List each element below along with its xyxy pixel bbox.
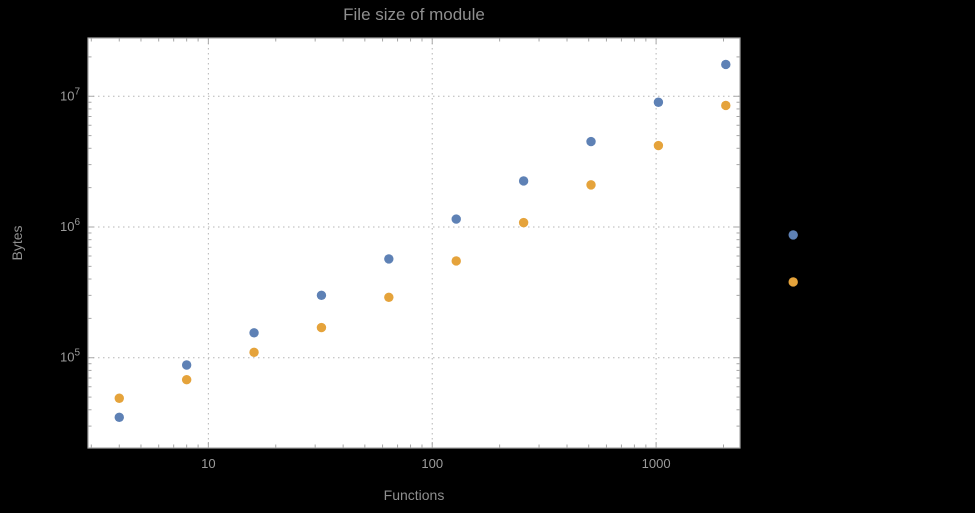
x-axis-label: Functions <box>383 487 445 503</box>
data-point <box>653 97 664 107</box>
y-axis-label: Bytes <box>9 225 25 261</box>
data-point <box>384 254 394 264</box>
data-point <box>653 140 664 151</box>
plot-frame <box>87 37 741 449</box>
data-point <box>721 59 731 70</box>
y-tick-label: 105 <box>60 348 80 365</box>
data-point <box>181 360 192 370</box>
data-point <box>316 322 327 333</box>
data-point <box>249 347 259 358</box>
data-point <box>451 256 461 266</box>
data-point <box>249 328 259 338</box>
data-point <box>518 217 529 228</box>
data-point <box>316 290 327 301</box>
x-tick-label: 1000 <box>642 456 671 471</box>
data-point <box>721 100 731 111</box>
data-point <box>451 214 461 224</box>
y-tick-label: 106 <box>60 217 80 234</box>
x-tick-label: 100 <box>421 456 443 471</box>
x-tick-label: 10 <box>201 456 215 471</box>
y-tick-label: 107 <box>60 86 80 103</box>
data-point <box>788 277 798 287</box>
data-point <box>181 374 192 385</box>
data-point <box>518 176 529 186</box>
chart-title: File size of module <box>343 5 485 24</box>
data-point <box>586 180 596 190</box>
data-point <box>586 136 596 147</box>
plot-area <box>88 38 740 448</box>
data-point <box>788 230 798 240</box>
data-point <box>114 412 124 423</box>
data-point <box>114 393 124 403</box>
data-point <box>384 292 394 302</box>
